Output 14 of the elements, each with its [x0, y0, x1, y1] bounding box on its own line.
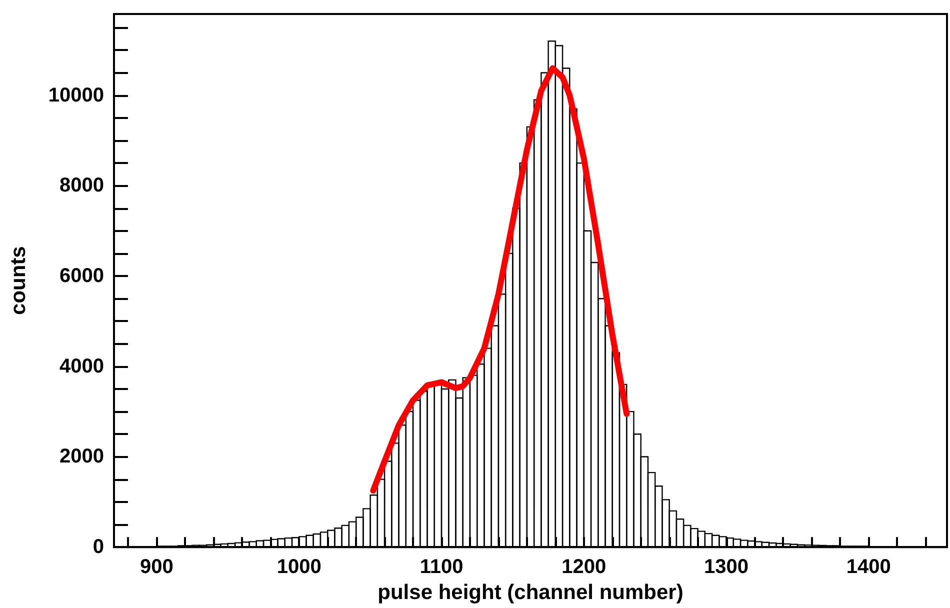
- x-axis-title: pulse height (channel number): [378, 581, 684, 604]
- y-tick-label: 4000: [60, 355, 104, 378]
- y-tick-label: 10000: [48, 84, 104, 106]
- x-tick-label: 1000: [276, 556, 322, 578]
- x-tick-label: 1100: [420, 556, 464, 578]
- x-tick-label: 900: [140, 556, 174, 578]
- y-tick-label: 6000: [60, 265, 104, 288]
- x-tick-label: 1300: [704, 556, 749, 578]
- x-tick-label: 1200: [562, 556, 606, 578]
- y-tick-label: 2000: [60, 446, 104, 468]
- y-tick-label: 8000: [60, 174, 104, 197]
- y-axis-title: counts: [7, 246, 30, 315]
- y-tick-label: 0: [92, 536, 104, 558]
- x-tick-label: 1400: [846, 556, 891, 578]
